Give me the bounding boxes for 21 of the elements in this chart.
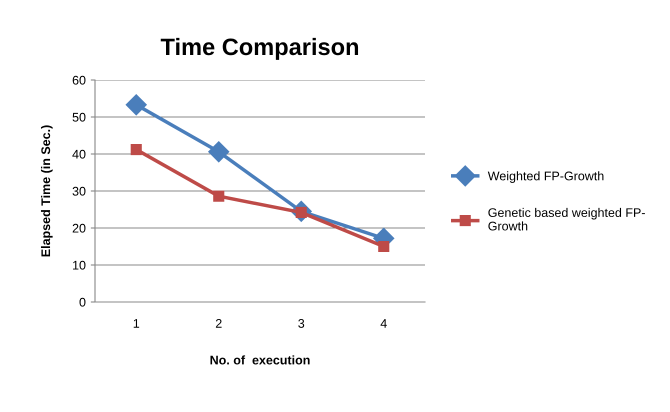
y-tick-label: 0 [80,298,86,307]
x-tick-label: 2 [216,318,222,328]
point [130,144,142,156]
x-axis-title: No. of execution [210,355,310,364]
point [213,190,224,202]
point [126,94,147,116]
y-tick-label: 50 [72,112,86,122]
x-tick-label: 3 [298,318,304,328]
x-tick-label: 1 [134,319,140,328]
x-tick-label: 4 [380,319,387,328]
point [208,141,230,162]
y-tick-label: 30 [72,186,86,196]
y-tick-label: 40 [72,150,86,159]
y-axis-title: Elapsed Time (in Sec.) [40,125,53,256]
point [378,240,390,252]
chart-title: Time Comparison [160,38,358,60]
legend-label: Genetic based weighted FP-Growth [488,208,645,231]
y-tick-label: 10 [73,260,86,270]
y-tick-label: 60 [72,76,86,85]
y-tick-label: 20 [72,224,86,233]
legend-label: Weighted FP-Growth [488,171,604,183]
